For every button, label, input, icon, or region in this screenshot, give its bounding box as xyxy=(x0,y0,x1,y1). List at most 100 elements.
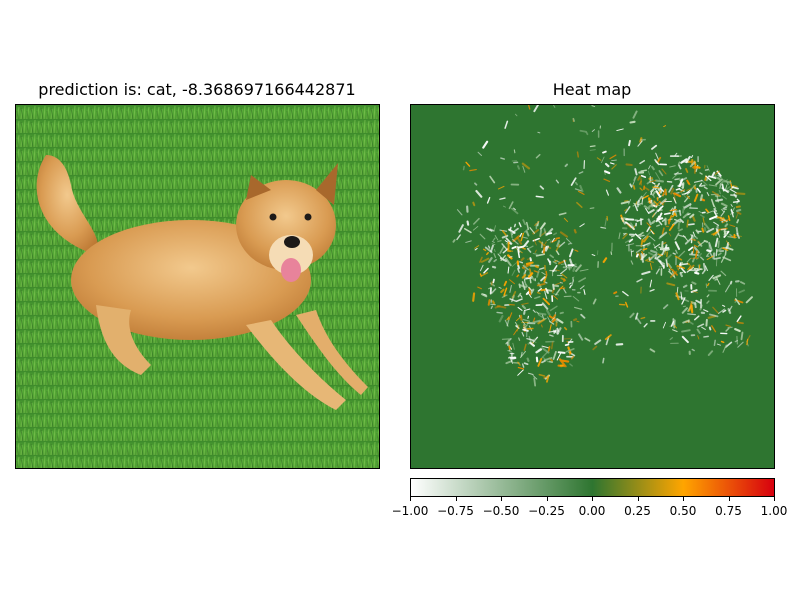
heatmap-speckle xyxy=(522,165,526,173)
heatmap-speckle xyxy=(729,280,733,285)
heatmap-speckle xyxy=(706,255,714,261)
heatmap-speckle xyxy=(510,356,517,360)
heatmap-speckle xyxy=(625,243,635,246)
heatmap-speckle xyxy=(547,258,551,264)
heatmap-speckle xyxy=(497,240,502,243)
heatmap-speckle xyxy=(651,144,658,150)
heatmap-speckle xyxy=(683,203,692,209)
heatmap-speckle xyxy=(697,323,705,328)
heatmap-speckle xyxy=(579,129,587,133)
heatmap-speckle xyxy=(734,300,738,303)
heatmap-speckle xyxy=(630,250,634,253)
heatmap-speckle xyxy=(720,210,726,217)
heatmap-speckle xyxy=(713,257,721,260)
colorbar-tick-label: 0.50 xyxy=(669,504,697,518)
colorbar-tick-label: −0.50 xyxy=(482,504,520,518)
heatmap-speckle xyxy=(680,191,687,199)
heatmap-speckle xyxy=(657,253,663,257)
heatmap-speckle xyxy=(548,360,554,363)
heatmap-speckle xyxy=(555,179,559,184)
heatmap-speckle xyxy=(541,360,546,364)
heatmap-speckle xyxy=(658,190,661,194)
heatmap-speckle xyxy=(628,199,632,205)
heatmap-speckle xyxy=(674,152,678,156)
heatmap-speckle xyxy=(711,325,717,333)
heatmap-speckle xyxy=(718,308,726,314)
heatmap-speckle xyxy=(516,298,523,302)
heatmap-speckle xyxy=(735,192,746,195)
heatmap-speckle xyxy=(479,264,484,272)
heatmap-speckle xyxy=(533,105,539,113)
heatmap-speckle xyxy=(494,235,499,241)
heatmap-speckle xyxy=(521,331,525,337)
heatmap-speckle xyxy=(539,222,546,230)
heatmap-speckle xyxy=(477,286,482,290)
heatmap-speckle xyxy=(676,265,685,269)
heatmap-speckle xyxy=(690,301,697,306)
heatmap-speckle xyxy=(519,284,527,289)
heatmap-speckle xyxy=(693,244,699,248)
heatmap-speckle xyxy=(525,221,530,230)
heatmap-speckle xyxy=(570,355,575,360)
heatmap-speckle xyxy=(479,256,483,263)
colorbar-tick-label: −1.00 xyxy=(391,504,429,518)
heatmap-speckle xyxy=(732,184,738,188)
heatmap-speckle xyxy=(532,319,541,324)
heatmap-speckle xyxy=(675,249,678,254)
heatmap-speckle xyxy=(668,268,671,272)
heatmap-speckle xyxy=(536,291,541,295)
heatmap-speckle xyxy=(677,221,681,230)
heatmap-speckle xyxy=(498,286,502,289)
heatmap-speckle xyxy=(505,360,513,365)
heatmap-speckle xyxy=(515,317,521,322)
heatmap-speckle xyxy=(589,149,596,151)
heatmap-speckle xyxy=(554,260,558,263)
heatmap-speckle xyxy=(511,245,517,250)
heatmap-speckle xyxy=(483,248,487,252)
heatmap-speckle xyxy=(697,264,700,272)
heatmap-speckle xyxy=(734,328,741,333)
heatmap-speckle xyxy=(679,272,683,278)
heatmap-speckle xyxy=(687,265,692,271)
heatmap-speckle xyxy=(661,227,665,235)
heatmap-speckle xyxy=(643,186,650,191)
heatmap-speckle xyxy=(488,245,491,249)
heatmap-speckle xyxy=(541,351,549,359)
heatmap-speckle xyxy=(661,250,665,256)
heatmap-speckle xyxy=(624,238,632,244)
heatmap-speckle xyxy=(583,289,586,295)
colorbar-tick-label: 0.25 xyxy=(624,504,651,518)
heatmap-speckle xyxy=(736,315,742,323)
heatmap-speckle xyxy=(649,288,655,292)
heatmap-speckle xyxy=(491,300,496,305)
heatmap-speckle xyxy=(563,259,568,268)
heatmap-speckle xyxy=(516,274,520,278)
heatmap-speckle xyxy=(664,188,668,196)
heatmap-speckle xyxy=(503,294,506,298)
heatmap-speckle xyxy=(493,253,497,258)
heatmap-speckle xyxy=(662,190,666,197)
heatmap-speckle xyxy=(652,213,656,218)
heatmap-speckle xyxy=(557,351,566,354)
heatmap-speckle xyxy=(563,288,567,294)
heatmap-speckle xyxy=(509,298,517,303)
heatmap-speckle xyxy=(618,232,621,240)
heatmap-speckle xyxy=(625,301,629,308)
heatmap-speckle xyxy=(646,243,651,247)
colorbar-tick-mark xyxy=(683,497,684,501)
heatmap-speckle xyxy=(552,350,557,360)
heatmap-speckle xyxy=(523,245,529,247)
heatmap-speckle xyxy=(637,231,644,238)
heatmap-speckle xyxy=(724,185,731,191)
heatmap-speckle xyxy=(639,159,646,165)
heatmap-speckle xyxy=(737,341,744,348)
heatmap-speckle xyxy=(499,245,505,254)
heatmap-speckle xyxy=(740,331,744,341)
heatmap-speckle xyxy=(690,289,698,293)
heatmap-speckle xyxy=(674,209,678,218)
heatmap-speckle xyxy=(657,260,665,265)
heatmap-speckle xyxy=(696,187,701,193)
heatmap-speckle xyxy=(639,187,643,191)
heatmap-speckle xyxy=(715,276,721,285)
heatmap-canvas xyxy=(411,105,774,468)
